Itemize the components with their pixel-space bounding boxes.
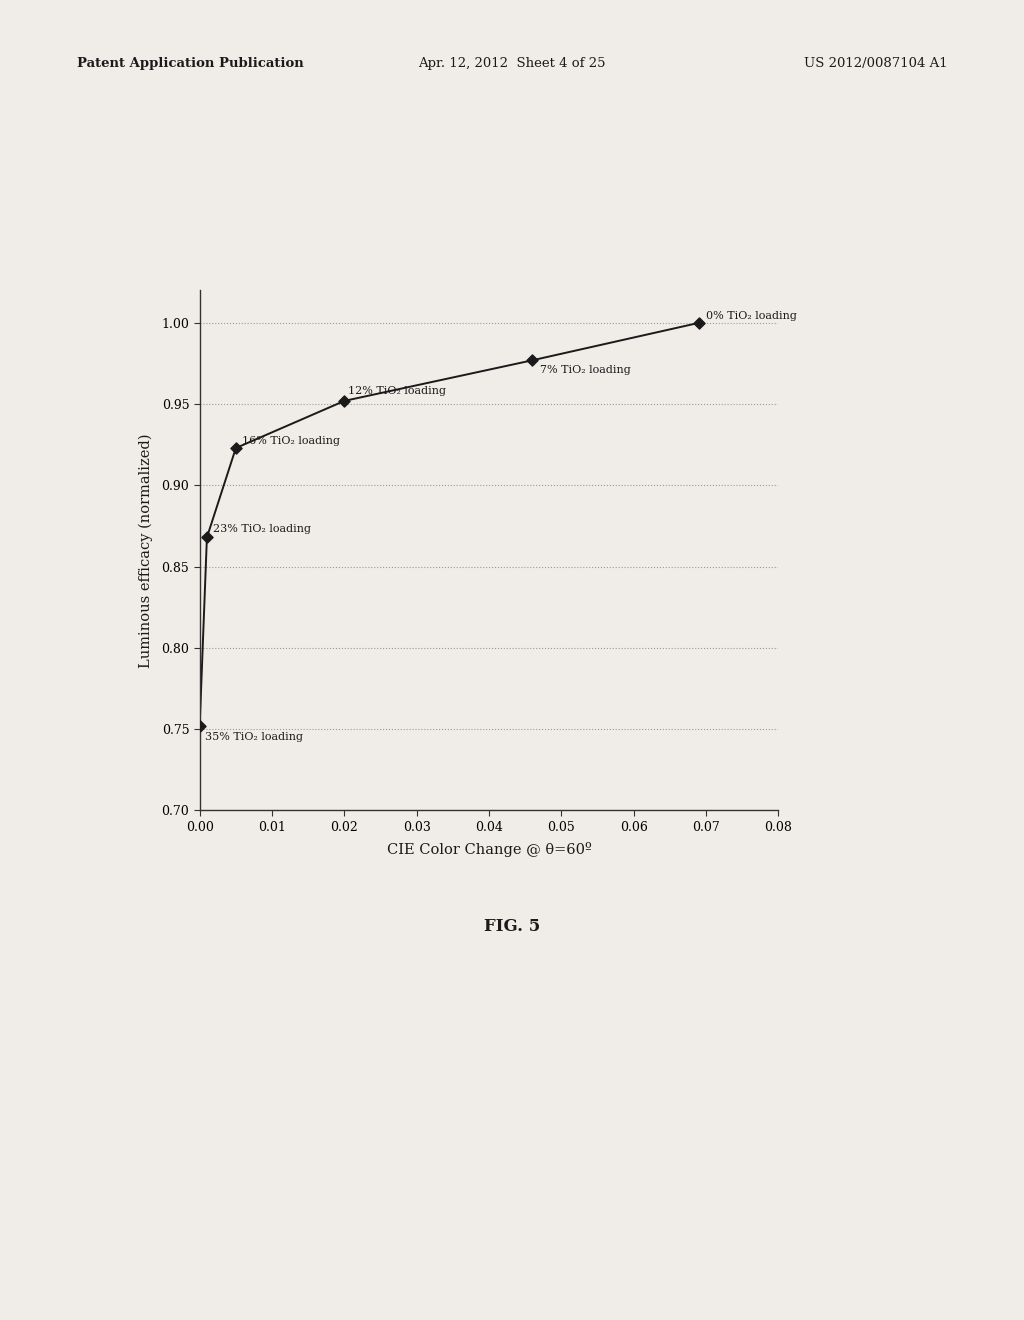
Point <box>191 715 208 737</box>
Point <box>199 527 215 548</box>
Y-axis label: Luminous efficacy (normalized): Luminous efficacy (normalized) <box>138 433 153 668</box>
Point <box>524 350 541 371</box>
Text: 0% TiO₂ loading: 0% TiO₂ loading <box>706 312 797 321</box>
Text: US 2012/0087104 A1: US 2012/0087104 A1 <box>804 57 947 70</box>
Text: 16% TiO₂ loading: 16% TiO₂ loading <box>242 437 340 446</box>
Text: 7% TiO₂ loading: 7% TiO₂ loading <box>540 366 631 375</box>
Text: 23% TiO₂ loading: 23% TiO₂ loading <box>213 524 310 535</box>
Text: Apr. 12, 2012  Sheet 4 of 25: Apr. 12, 2012 Sheet 4 of 25 <box>418 57 606 70</box>
Text: FIG. 5: FIG. 5 <box>484 917 540 935</box>
Text: 12% TiO₂ loading: 12% TiO₂ loading <box>348 385 445 396</box>
Point <box>336 391 352 412</box>
Point <box>690 313 707 334</box>
Point <box>227 437 244 458</box>
X-axis label: CIE Color Change @ θ=60º: CIE Color Change @ θ=60º <box>387 842 591 857</box>
Text: 35% TiO₂ loading: 35% TiO₂ loading <box>206 733 303 742</box>
Text: Patent Application Publication: Patent Application Publication <box>77 57 303 70</box>
